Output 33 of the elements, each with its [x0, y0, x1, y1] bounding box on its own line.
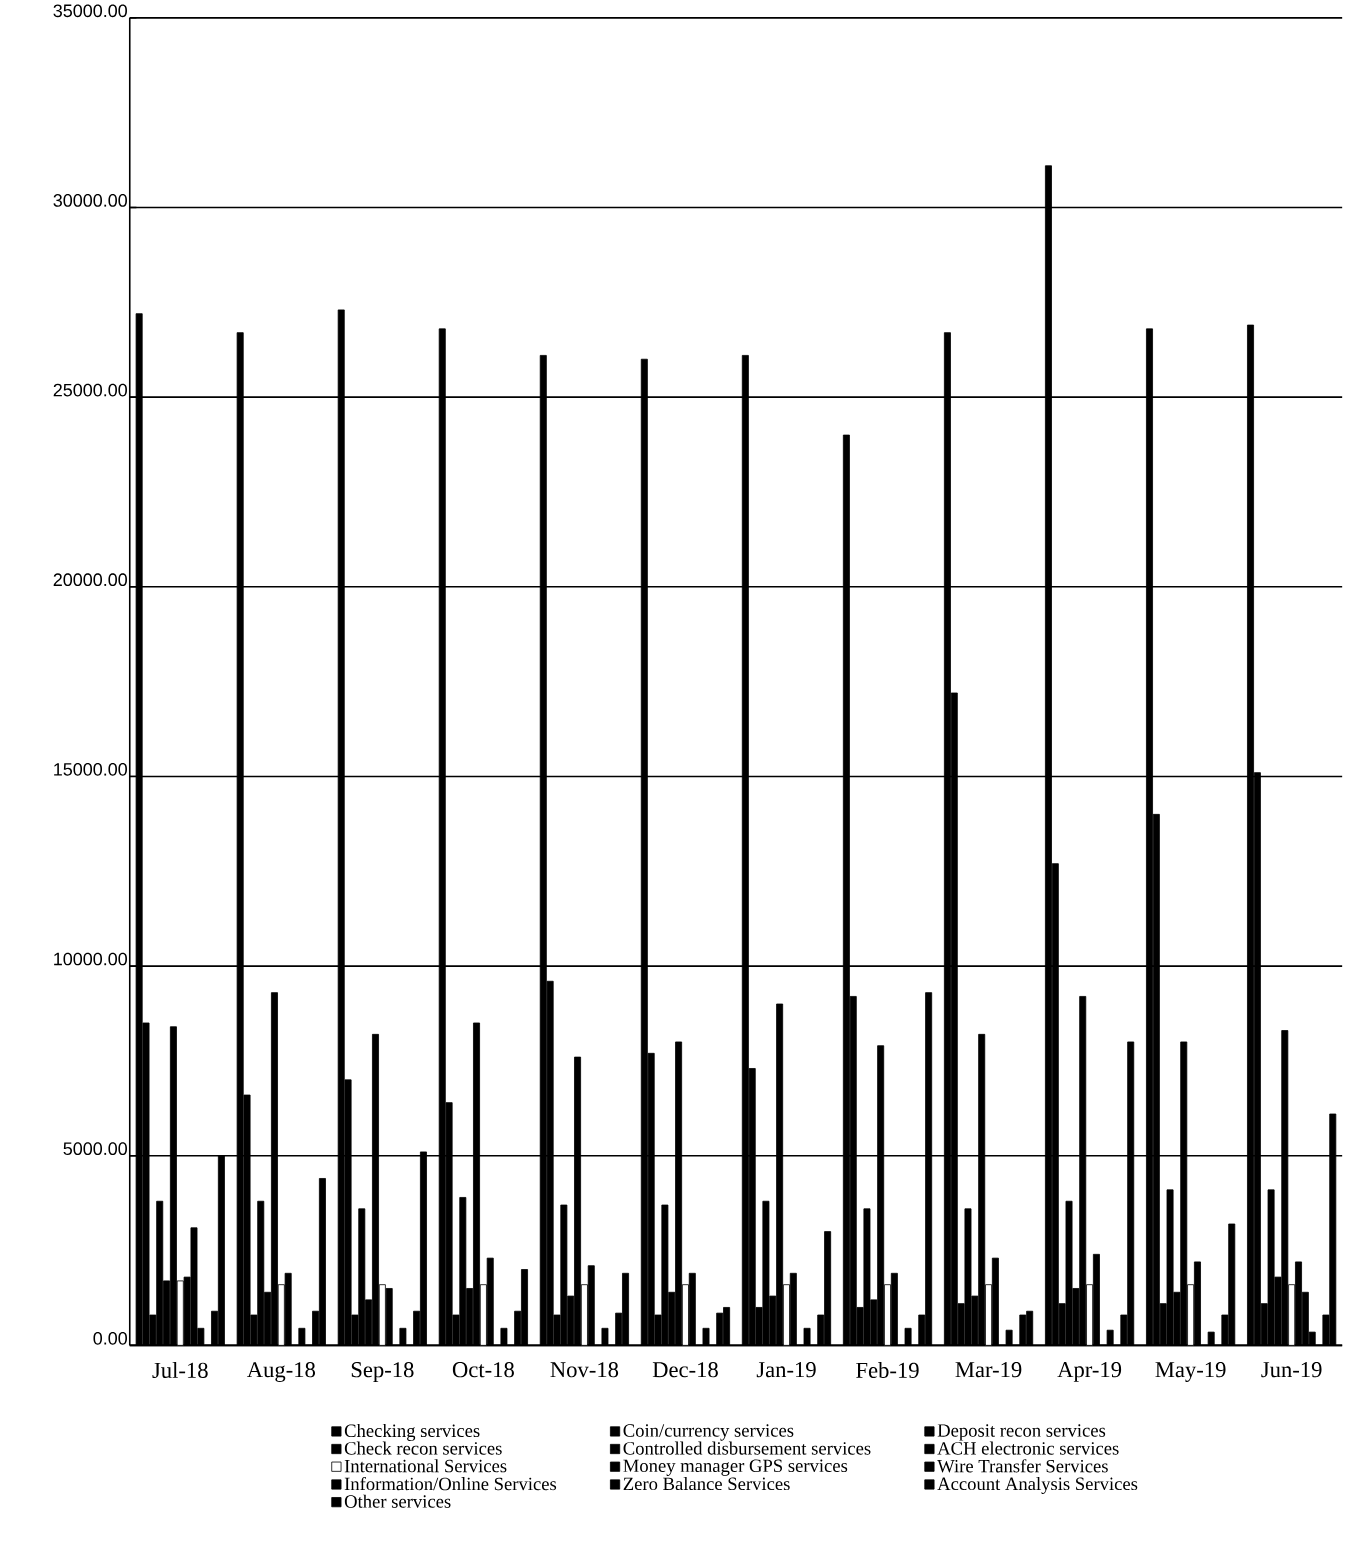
x-tick-label: Nov-18: [550, 1362, 618, 1378]
y-tick-label: 5000.00: [63, 1142, 127, 1156]
legend-label: Checking services: [344, 1423, 480, 1441]
x-tick-label: Oct-18: [452, 1362, 514, 1378]
legend-label: ACH electronic services: [937, 1441, 1119, 1455]
x-tick-label: Mar-19: [955, 1362, 1022, 1378]
legend-label: Controlled disbursement services: [623, 1441, 871, 1455]
legend-label: Check recon services: [344, 1441, 502, 1455]
legend-label: Money manager GPS services: [623, 1459, 847, 1476]
legend-label: International Services: [344, 1459, 507, 1473]
y-tick-label: 25000.00: [53, 383, 127, 397]
y-tick-label: 10000.00: [53, 952, 127, 966]
x-tick-label: Aug-18: [246, 1362, 315, 1382]
x-tick-label: Apr-19: [1057, 1362, 1121, 1382]
x-tick-label: Jan-19: [756, 1362, 816, 1378]
x-tick-label: Sep-18: [351, 1362, 414, 1382]
y-tick-label: 35000.00: [53, 4, 127, 18]
x-tick-label: Jul-18: [152, 1362, 208, 1378]
legend-label: Information/Online Services: [344, 1476, 556, 1491]
legend-label: Wire Transfer Services: [936, 1459, 1108, 1473]
legend-label: Deposit recon services: [937, 1424, 1105, 1441]
x-tick-label: May-19: [1155, 1362, 1226, 1382]
y-tick-label: 0.00: [93, 1331, 127, 1345]
x-tick-label: Jun-19: [1261, 1362, 1322, 1378]
y-tick-label: 30000.00: [53, 194, 127, 207]
legend-label: Coin/currency services: [623, 1424, 794, 1441]
x-tick-label: Feb-19: [855, 1362, 919, 1378]
y-tick-label: 15000.00: [53, 763, 127, 776]
legend-label: Zero Balance Services: [623, 1477, 790, 1491]
legend-label: Account Analysis Services: [937, 1477, 1138, 1494]
legend-label: Other services: [344, 1494, 451, 1508]
x-tick-label: Dec-18: [652, 1362, 718, 1378]
y-tick-label: 20000.00: [53, 573, 127, 587]
